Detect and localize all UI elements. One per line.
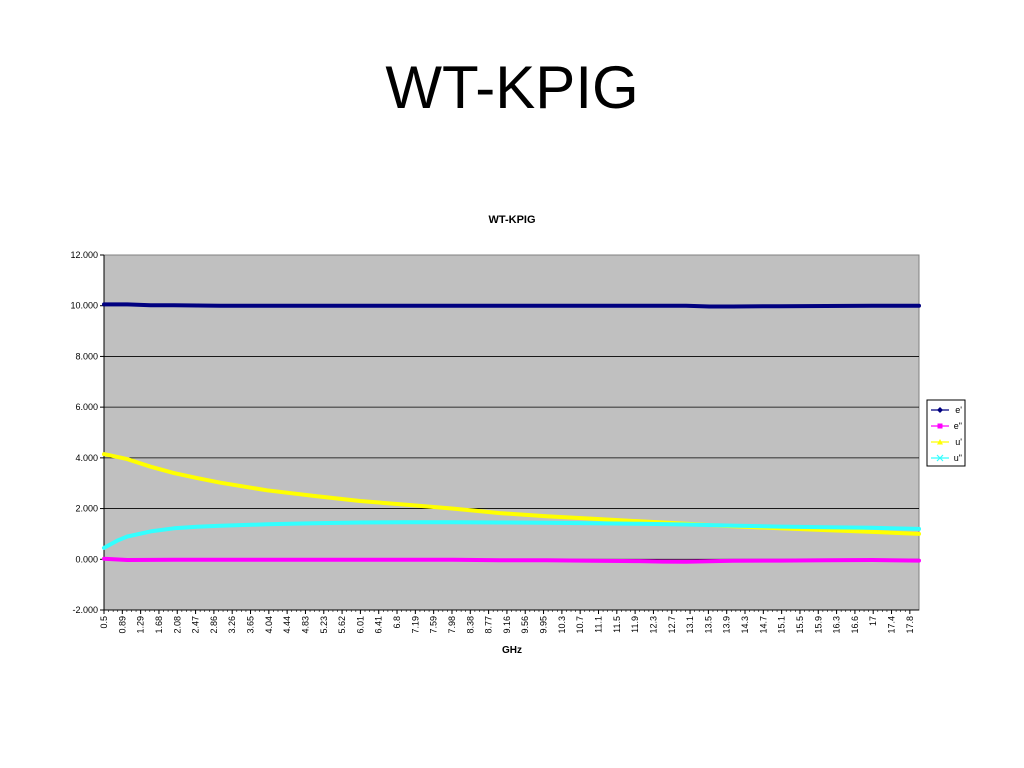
x-tick-label: 1.68 bbox=[154, 616, 164, 634]
x-tick-label: 6.01 bbox=[355, 616, 365, 634]
legend-label: u' bbox=[955, 437, 962, 447]
legend-marker bbox=[937, 423, 943, 429]
x-tick-label: 17.4 bbox=[887, 616, 897, 634]
y-tick-label: 8.000 bbox=[75, 351, 98, 361]
x-axis: 0.5 0.89 1.29 1.68 2.08 2.47 2.86 3.26 3.65 4.04 4… bbox=[99, 610, 915, 634]
x-tick-label: 10.3 bbox=[557, 616, 567, 634]
x-tick-label: 2.08 bbox=[172, 616, 182, 634]
x-tick-label: 3.65 bbox=[246, 616, 256, 634]
y-tick-label: 2.000 bbox=[75, 504, 98, 514]
x-tick-label: 6.41 bbox=[374, 616, 384, 634]
x-tick-label: 12.7 bbox=[667, 616, 677, 634]
x-tick-label: 0.5 bbox=[99, 616, 109, 629]
x-tick-label: 13.9 bbox=[722, 616, 732, 634]
y-tick-label: 6.000 bbox=[75, 402, 98, 412]
x-tick-label: 0.89 bbox=[117, 616, 127, 634]
x-tick-label: 17 bbox=[868, 616, 878, 626]
x-tick-label: 15.9 bbox=[813, 616, 823, 634]
x-tick-label: 13.1 bbox=[685, 616, 695, 634]
series-line bbox=[102, 556, 921, 564]
legend-marker bbox=[937, 439, 943, 445]
x-tick-label: 4.44 bbox=[282, 616, 292, 634]
y-tick-label: 12.000 bbox=[70, 250, 98, 260]
x-tick-label: 2.47 bbox=[191, 616, 201, 634]
x-tick-label: 7.59 bbox=[429, 616, 439, 634]
series-line bbox=[102, 520, 921, 550]
x-tick-label: 4.83 bbox=[300, 616, 310, 634]
x-tick-label: 9.56 bbox=[520, 616, 530, 634]
x-tick-label: 13.5 bbox=[703, 616, 713, 634]
slide-title: WT-KPIG bbox=[385, 54, 639, 121]
legend-marker bbox=[937, 407, 943, 413]
x-tick-label: 14.3 bbox=[740, 616, 750, 634]
chart-title: WT-KPIG bbox=[488, 214, 535, 226]
x-tick-label: 6.8 bbox=[392, 616, 402, 629]
legend: e' e" u' u" bbox=[926, 399, 966, 467]
x-tick-label: 7.98 bbox=[447, 616, 457, 634]
x-tick-label: 10.7 bbox=[575, 616, 585, 634]
x-tick-label: 14.7 bbox=[758, 616, 768, 634]
legend-box bbox=[926, 399, 966, 467]
x-tick-label: 9.95 bbox=[539, 616, 549, 634]
x-tick-label: 5.62 bbox=[337, 616, 347, 634]
series-group bbox=[102, 302, 921, 564]
x-axis-label: GHz bbox=[502, 645, 522, 656]
y-tick-label: -2.000 bbox=[72, 605, 98, 615]
x-tick-label: 11.5 bbox=[612, 616, 622, 633]
y-tick-label: 4.000 bbox=[75, 453, 98, 463]
legend-label: u" bbox=[954, 453, 962, 463]
y-tick-label: 0.000 bbox=[75, 554, 98, 564]
x-tick-label: 16.3 bbox=[832, 616, 842, 634]
y-tick-label: 10.000 bbox=[70, 301, 98, 311]
series-line bbox=[102, 302, 921, 309]
x-tick-label: 12.3 bbox=[648, 616, 658, 634]
legend-marker bbox=[936, 454, 944, 462]
legend-label: e" bbox=[954, 421, 962, 431]
x-tick-label: 11.1 bbox=[593, 616, 603, 633]
legend-label: e' bbox=[955, 405, 962, 415]
x-tick-label: 8.77 bbox=[484, 616, 494, 634]
x-tick-label: 11.9 bbox=[630, 616, 640, 633]
x-tick-label: 2.86 bbox=[209, 616, 219, 634]
x-tick-label: 9.16 bbox=[502, 616, 512, 634]
plot-area bbox=[103, 254, 920, 611]
x-tick-label: 15.1 bbox=[777, 616, 787, 634]
y-axis: -2.000 0.000 2.000 4.000 6.000 8.000 10.000 12.… bbox=[70, 250, 104, 615]
x-tick-label: 8.38 bbox=[465, 616, 475, 634]
x-tick-label: 5.23 bbox=[319, 616, 329, 634]
x-tick-label: 16.6 bbox=[850, 616, 860, 634]
x-tick-label: 1.29 bbox=[136, 616, 146, 634]
x-tick-label: 17.8 bbox=[905, 616, 915, 634]
x-tick-label: 4.04 bbox=[264, 616, 274, 634]
x-tick-label: 3.26 bbox=[227, 616, 237, 634]
x-tick-label: 15.5 bbox=[795, 616, 805, 634]
x-tick-label: 7.19 bbox=[410, 616, 420, 634]
